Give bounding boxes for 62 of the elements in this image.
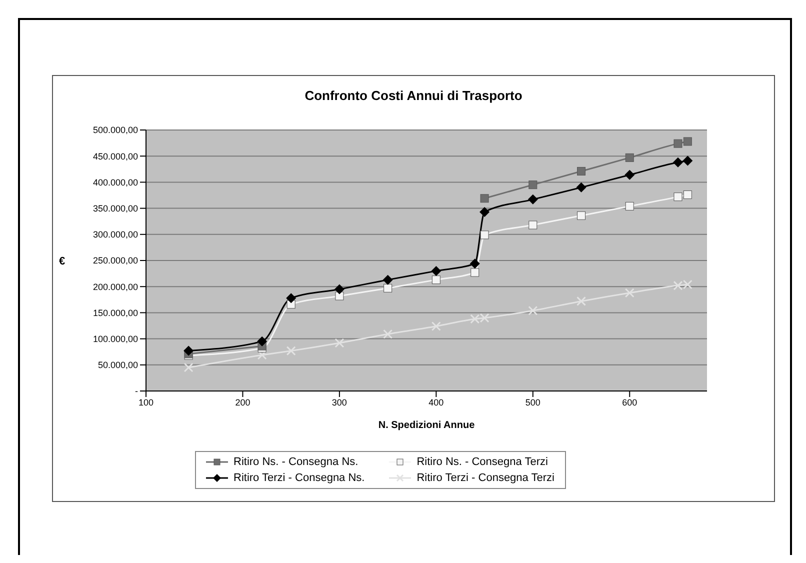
point xyxy=(384,284,392,292)
point xyxy=(432,276,440,284)
legend-label: Ritiro Ns. - Consegna Terzi xyxy=(416,456,548,468)
y-tick-label: 350.000,00 xyxy=(92,203,138,214)
point xyxy=(576,296,586,306)
y-axis-title: € xyxy=(59,255,66,268)
y-tick-label: - xyxy=(135,386,138,396)
point xyxy=(672,157,683,168)
y-tick-label: 300.000,00 xyxy=(92,230,138,240)
y-tick-label: 200.000,00 xyxy=(92,282,138,292)
x-tick-label: 400 xyxy=(428,397,444,408)
point xyxy=(184,346,194,356)
point xyxy=(683,190,692,199)
point xyxy=(334,338,344,348)
point xyxy=(431,266,442,276)
point xyxy=(528,306,538,316)
point xyxy=(382,274,393,285)
point xyxy=(184,362,194,372)
point xyxy=(682,156,693,166)
legend-label: Ritiro Terzi - Consegna Ns. xyxy=(234,472,365,484)
point xyxy=(383,329,393,339)
x-tick-label: 200 xyxy=(235,397,250,408)
y-tick-label: 450.000,00 xyxy=(92,151,138,162)
y-tick-label: 50.000,00 xyxy=(98,360,138,370)
legend-label: Ritiro Ns. - Consegna Ns. xyxy=(234,456,358,468)
point xyxy=(431,322,441,332)
point xyxy=(683,137,692,146)
point xyxy=(576,182,586,192)
y-tick-label: 500.000,00 xyxy=(92,125,138,136)
point xyxy=(257,336,268,346)
point xyxy=(470,268,480,277)
x-tick-label: 500 xyxy=(525,397,540,408)
point xyxy=(625,153,634,162)
y-tick-label: 250.000,00 xyxy=(92,256,138,266)
x-tick-label: 300 xyxy=(332,397,347,408)
point xyxy=(528,194,538,204)
point xyxy=(577,166,586,176)
x-tick-label: 100 xyxy=(138,397,154,408)
point xyxy=(528,180,538,190)
y-tick-label: 100.000,00 xyxy=(92,334,138,344)
point xyxy=(674,192,682,202)
point xyxy=(480,194,489,203)
point xyxy=(286,293,296,304)
point xyxy=(528,220,538,230)
point xyxy=(286,346,296,356)
point xyxy=(257,350,267,360)
point xyxy=(470,258,480,269)
point xyxy=(334,284,344,294)
legend-label: Ritiro Terzi - Consegna Terzi xyxy=(416,472,554,484)
x-tick-label: 600 xyxy=(622,397,638,408)
x-axis-title: N. Spedizioni Annue xyxy=(378,420,476,432)
point xyxy=(625,202,634,210)
point xyxy=(480,230,489,240)
point xyxy=(335,292,344,300)
point xyxy=(624,170,635,180)
point xyxy=(577,211,586,220)
y-tick-label: 400.000,00 xyxy=(92,177,138,188)
point xyxy=(624,288,634,298)
point xyxy=(480,206,490,217)
point xyxy=(674,139,682,148)
y-tick-label: 150.000,00 xyxy=(92,308,138,318)
chart-title: Confronto Costi Annui di Trasporto xyxy=(304,88,524,103)
